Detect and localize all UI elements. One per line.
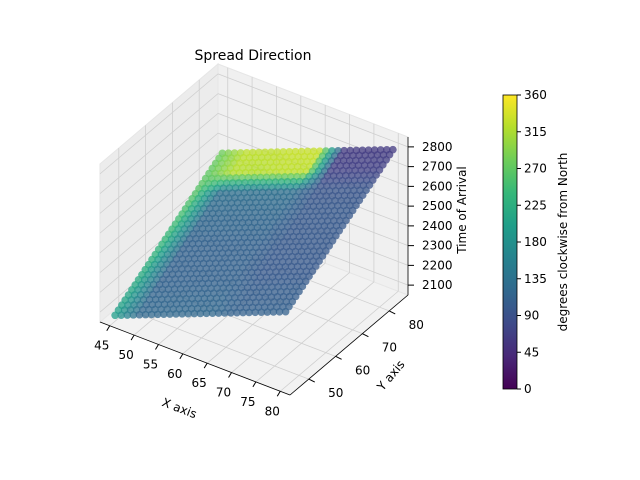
y-tick [362,333,369,338]
x-tick-label: 80 [265,404,280,418]
z-grid-line [99,132,219,234]
z-tick-label: 2400 [422,219,453,233]
data-point [233,308,241,317]
data-point [227,309,235,317]
axis-ticks: 45 50 55 60 65 70 75 80 50 60 70 80 2100 2200 2300 2400… [94,137,453,418]
data-point [281,307,290,316]
x-tick [252,381,257,388]
z-axis-label: Time of Arrival [455,166,469,255]
data-point [117,311,125,319]
y-grid-line [118,305,309,380]
colorbar-tick-label: 225 [524,198,547,212]
y-tick-label: 80 [409,318,424,332]
x-tick [106,325,111,332]
data-point [129,311,138,319]
data-point [166,310,174,318]
x-tick-label: 75 [240,395,255,409]
x-tick-label: 50 [118,348,133,362]
data-point [275,307,284,316]
z-tick-label: 2200 [422,258,453,272]
y-tick [308,378,315,383]
colorbar-tick-label: 315 [524,125,547,139]
colorbar-tick-label: 90 [524,309,539,323]
x-tick [203,362,208,369]
data-point [172,310,180,318]
data-point [257,308,266,316]
z-grid-line [217,73,409,148]
y-tick-label: 50 [328,386,343,400]
data-point [251,308,259,317]
x-tick-label: 55 [143,357,158,371]
z-grid-line [99,93,219,194]
x-tick [276,390,281,397]
z-tick-label: 2600 [422,179,453,193]
data-point [196,309,205,318]
data-point [147,310,156,319]
data-point [239,308,247,317]
x-tick-label: 45 [94,339,109,353]
data-point [269,308,278,316]
chart-title: Spread Direction [195,48,312,64]
data-point [111,311,119,320]
axis-line [289,294,409,396]
axis-line [99,321,291,396]
data-point [160,310,168,319]
data-point [123,311,132,319]
data-point [141,310,150,319]
y-axis-label: Y axis [374,357,408,394]
x-axis-label: X axis [160,395,199,421]
x-tick [228,372,232,378]
data-point [178,310,186,318]
colorbar-label: degrees clockwise from North [556,153,570,332]
x-tick [179,353,184,360]
z-tick-label: 2500 [422,199,453,213]
x-tick-label: 65 [192,376,207,390]
colorbar-tick-label: 270 [524,162,547,176]
colorbar-tick-label: 45 [524,345,539,359]
data-point [190,309,199,318]
colorbar-tick-label: 0 [524,382,532,396]
x-tick-label: 60 [167,367,182,381]
colorbar-tick-label: 360 [524,88,547,102]
x-grid-line [279,290,399,392]
x-grid-line [231,272,350,373]
data-point [245,308,253,317]
z-grid-line [99,113,219,214]
data-point [263,308,272,316]
z-tick-label: 2100 [422,278,453,292]
colorbar-tick-label: 180 [524,235,547,249]
z-grid-line [99,73,219,175]
z-tick-label: 2700 [422,160,453,174]
data-point [220,309,229,317]
z-tick-label: 2300 [422,239,453,253]
data-point [208,309,217,318]
data-point [135,310,144,319]
colorbar [502,94,518,390]
data-point [153,310,162,319]
scatter-points [111,145,397,320]
data-point [184,309,192,318]
colorbar-tick-label: 135 [524,272,547,286]
x-grid-line [255,281,375,383]
x-tick-label: 70 [216,386,231,400]
data-point [214,309,223,317]
y-tick [389,310,396,315]
data-point [202,309,211,318]
x-tick [130,334,135,341]
z-tick-label: 2800 [422,140,453,154]
y-tick [335,355,342,360]
y-tick-label: 70 [382,341,397,355]
z-grid-line [99,152,219,254]
y-tick-label: 60 [355,363,370,377]
colorbar-ticks: 0 45 90 135 180 225 270 315 360 [517,88,547,396]
x-tick [155,344,159,350]
